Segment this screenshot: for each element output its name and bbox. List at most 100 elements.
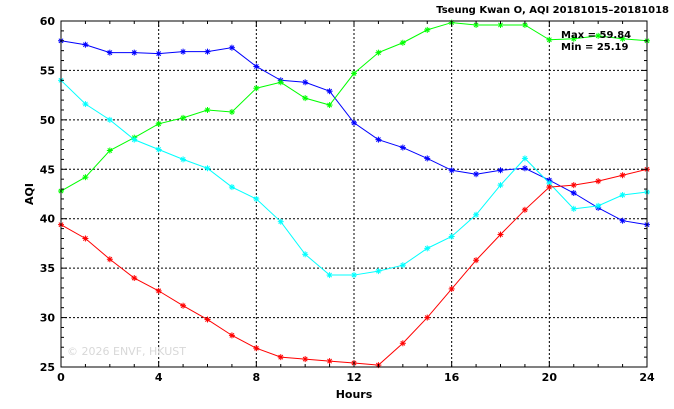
data-point	[399, 340, 406, 347]
data-point	[82, 174, 89, 181]
data-point	[497, 167, 504, 174]
data-point	[253, 85, 260, 92]
data-point	[473, 257, 480, 264]
data-point	[228, 108, 235, 115]
data-point	[399, 144, 406, 151]
data-point	[302, 251, 309, 258]
data-point	[351, 119, 357, 126]
y-tick-label-35: 35	[40, 262, 55, 275]
data-point	[302, 356, 309, 363]
data-point	[82, 101, 89, 108]
data-point	[155, 146, 162, 153]
data-point	[82, 41, 89, 48]
data-point	[424, 155, 431, 162]
data-point	[619, 191, 626, 198]
data-point	[448, 167, 455, 174]
data-point	[448, 233, 455, 240]
data-point	[204, 48, 211, 55]
data-point	[228, 332, 235, 339]
data-point	[326, 88, 333, 95]
data-point	[302, 95, 309, 102]
data-point	[521, 155, 528, 162]
data-point	[497, 182, 504, 189]
y-tick-label-30: 30	[40, 312, 56, 325]
data-point	[399, 262, 406, 269]
grid-lines	[61, 21, 647, 367]
data-point	[399, 39, 406, 46]
data-point	[375, 268, 382, 275]
data-point	[277, 354, 284, 361]
data-point	[497, 231, 504, 238]
data-point	[570, 190, 577, 197]
data-point	[619, 217, 626, 224]
y-tick-label-60: 60	[40, 15, 56, 28]
data-point	[131, 136, 138, 143]
data-point	[106, 147, 113, 154]
x-tick-label-24: 24	[639, 371, 655, 384]
watermark: © 2026 ENVF, HKUST	[67, 345, 186, 358]
data-point	[326, 358, 333, 365]
x-axis-label: Hours	[336, 388, 373, 401]
x-tick-label-16: 16	[444, 371, 460, 384]
x-tick-label-4: 4	[155, 371, 163, 384]
data-point	[180, 48, 187, 55]
data-point	[351, 70, 357, 77]
x-tick-label-0: 0	[57, 371, 65, 384]
y-tick-label-45: 45	[40, 163, 55, 176]
data-point	[302, 79, 309, 86]
data-point	[521, 165, 528, 172]
data-point	[82, 235, 89, 242]
data-point	[424, 26, 431, 33]
data-point	[595, 202, 602, 209]
data-point	[204, 165, 211, 172]
y-tick-label-40: 40	[40, 213, 56, 226]
data-point	[204, 316, 211, 323]
data-point	[326, 272, 333, 279]
y-tick-label-50: 50	[40, 114, 56, 127]
y-tick-label-25: 25	[40, 361, 55, 374]
data-point	[546, 36, 553, 43]
series-1	[58, 19, 650, 195]
data-point	[106, 116, 113, 123]
series-layer	[58, 19, 650, 369]
data-point	[595, 32, 602, 39]
data-point	[106, 256, 113, 263]
y-tick-labels: 25 30 35 40 45 50 55 60	[40, 15, 56, 374]
data-point	[253, 195, 260, 202]
data-point	[375, 136, 382, 143]
data-point	[277, 218, 284, 225]
data-point	[473, 171, 480, 178]
data-point	[106, 49, 113, 56]
data-point	[228, 44, 235, 51]
data-point	[570, 205, 577, 212]
data-point	[619, 35, 626, 42]
data-point	[351, 272, 357, 279]
data-point	[228, 184, 235, 191]
data-point	[155, 287, 162, 294]
data-point	[180, 114, 187, 121]
data-point	[253, 345, 260, 352]
data-point	[473, 211, 480, 218]
data-point	[570, 35, 577, 42]
data-point	[521, 206, 528, 213]
data-point	[448, 285, 455, 292]
max-stat-label: Max = 59.84	[561, 30, 631, 41]
data-point	[326, 102, 333, 109]
data-point	[131, 49, 138, 56]
data-point	[595, 178, 602, 185]
data-point	[180, 156, 187, 163]
x-tick-label-20: 20	[542, 371, 558, 384]
data-point	[155, 50, 162, 57]
data-point	[131, 275, 138, 282]
x-tick-label-12: 12	[346, 371, 361, 384]
data-point	[180, 302, 187, 309]
data-point	[424, 314, 431, 321]
data-point	[155, 120, 162, 127]
data-point	[375, 49, 382, 56]
data-point	[570, 182, 577, 189]
y-tick-label-55: 55	[40, 64, 55, 77]
x-tick-labels: 0 4 8 12 16 20 24	[57, 371, 655, 384]
data-point	[277, 79, 284, 86]
data-point	[204, 106, 211, 113]
